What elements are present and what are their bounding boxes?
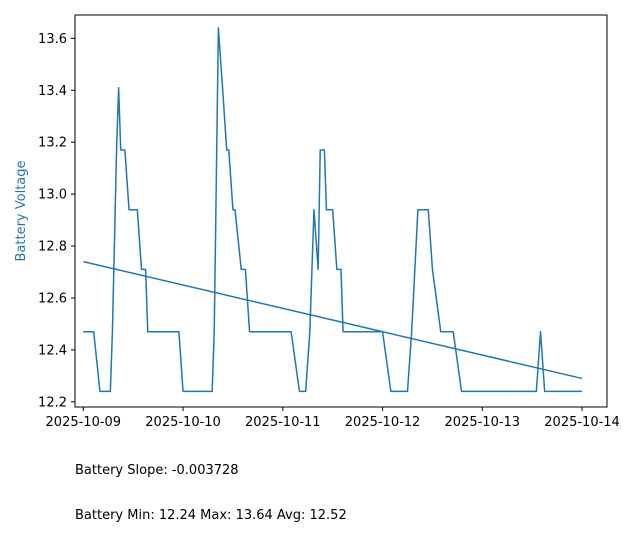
battery-voltage-line [83,27,583,393]
y-tick-label: 13.6 [38,32,67,47]
x-tick-label: 2025-10-09 [46,415,122,430]
plot-frame [74,14,608,408]
x-axis: 2025-10-09 2025-10-10 2025-10-11 2025-10-12… [46,407,620,430]
x-tick-label: 2025-10-10 [145,415,221,430]
x-tick-label: 2025-10-12 [345,415,421,430]
x-tick-label: 2025-10-14 [544,415,620,430]
x-tick-label: 2025-10-13 [445,415,521,430]
plot-background [75,15,607,407]
y-tick-label: 13.2 [38,136,67,151]
y-tick-label: 13.4 [38,84,67,99]
series-layer [83,27,583,393]
stats-panel: Battery Slope: -0.003728 Battery Min: 12… [75,433,347,538]
battery-slope-text: Battery Slope: -0.003728 [75,463,239,478]
y-axis: 12.2 12.4 12.6 12.8 13.0 13.2 13.4 13.6 [38,32,75,410]
y-tick-label: 12.4 [38,343,67,358]
battery-min-max-avg-text: Battery Min: 12.24 Max: 13.64 Avg: 12.52 [75,508,347,523]
y-axis-label: Battery Voltage [14,160,29,261]
trend-line [83,260,583,380]
y-tick-label: 13.0 [38,188,67,203]
x-tick-label: 2025-10-11 [245,415,321,430]
y-tick-label: 12.2 [38,395,67,410]
y-tick-label: 12.8 [38,240,67,255]
y-tick-label: 12.6 [38,291,67,306]
battery-voltage-chart: 2025-10-09 2025-10-10 2025-10-11 2025-10-12… [14,14,620,430]
